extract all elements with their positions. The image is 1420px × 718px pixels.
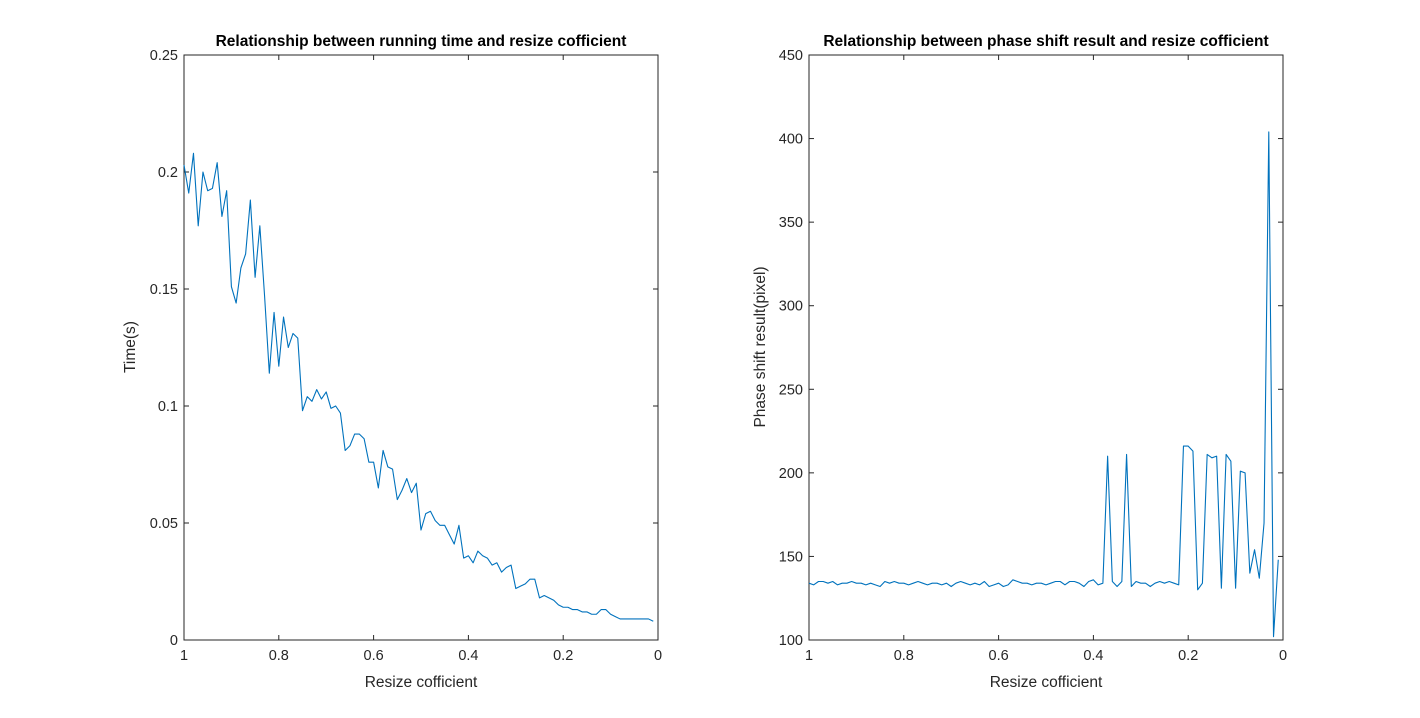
tick-marks xyxy=(808,54,1284,641)
y-tick-label: 350 xyxy=(779,215,803,231)
y-tick-label: 0.2 xyxy=(158,165,178,181)
y-tick-label: 400 xyxy=(779,132,803,148)
x-tick-label: 0.8 xyxy=(894,648,914,664)
y-tick-labels: 0 0.05 0.1 0.15 0.2 0.25 xyxy=(150,48,178,649)
y-tick-label: 0.15 xyxy=(150,282,178,298)
y-axis-label: Phase shift result(pixel) xyxy=(752,266,769,427)
chart-phase-shift: 1 0.8 0.6 0.4 0.2 0 100150200250300350400450 … xyxy=(752,33,1287,691)
y-tick-label: 0.05 xyxy=(150,516,178,532)
y-tick-label: 300 xyxy=(779,299,803,315)
y-axis-label: Time(s) xyxy=(122,321,139,373)
chart-running-time: 1 0.8 0.6 0.4 0.2 0 0 0.05 0.1 0.15 0.2 0.25 Relat… xyxy=(122,33,662,691)
x-tick-labels: 1 0.8 0.6 0.4 0.2 0 xyxy=(180,648,662,664)
x-tick-labels: 1 0.8 0.6 0.4 0.2 0 xyxy=(805,648,1287,664)
x-tick-label: 0.8 xyxy=(269,648,289,664)
x-tick-label: 0.4 xyxy=(1083,648,1103,664)
x-axis-label: Resize cofficient xyxy=(990,674,1103,691)
y-tick-label: 0.1 xyxy=(158,399,178,415)
x-tick-label: 0.2 xyxy=(553,648,573,664)
plot-area xyxy=(808,54,1284,641)
series-line xyxy=(808,131,1279,638)
y-tick-label: 150 xyxy=(779,549,803,565)
y-tick-label: 0.25 xyxy=(150,48,178,64)
series-group xyxy=(808,131,1279,638)
chart-title: Relationship between running time and re… xyxy=(216,33,627,50)
y-tick-labels: 100 150 200 250 300 350 400 450 xyxy=(779,48,803,649)
y-tick-label: 250 xyxy=(779,382,803,398)
y-tick-label: 0 xyxy=(170,633,178,649)
y-tick-label: 100 xyxy=(779,633,803,649)
series-line xyxy=(183,152,654,622)
x-tick-label: 0.2 xyxy=(1178,648,1198,664)
x-tick-label: 0.4 xyxy=(458,648,478,664)
chart-title: Relationship between phase shift result … xyxy=(823,33,1268,50)
x-tick-label: 0.6 xyxy=(364,648,384,664)
x-tick-label: 1 xyxy=(180,648,188,664)
x-tick-label: 0.6 xyxy=(989,648,1009,664)
tick-marks xyxy=(183,54,659,641)
y-tick-label: 450 xyxy=(779,48,803,64)
x-tick-label: 0 xyxy=(1279,648,1287,664)
x-tick-label: 1 xyxy=(805,648,813,664)
plot-area xyxy=(183,54,659,641)
x-tick-label: 0 xyxy=(654,648,662,664)
y-tick-label: 200 xyxy=(779,466,803,482)
series-group xyxy=(183,152,654,622)
x-axis-label: Resize cofficient xyxy=(365,674,478,691)
